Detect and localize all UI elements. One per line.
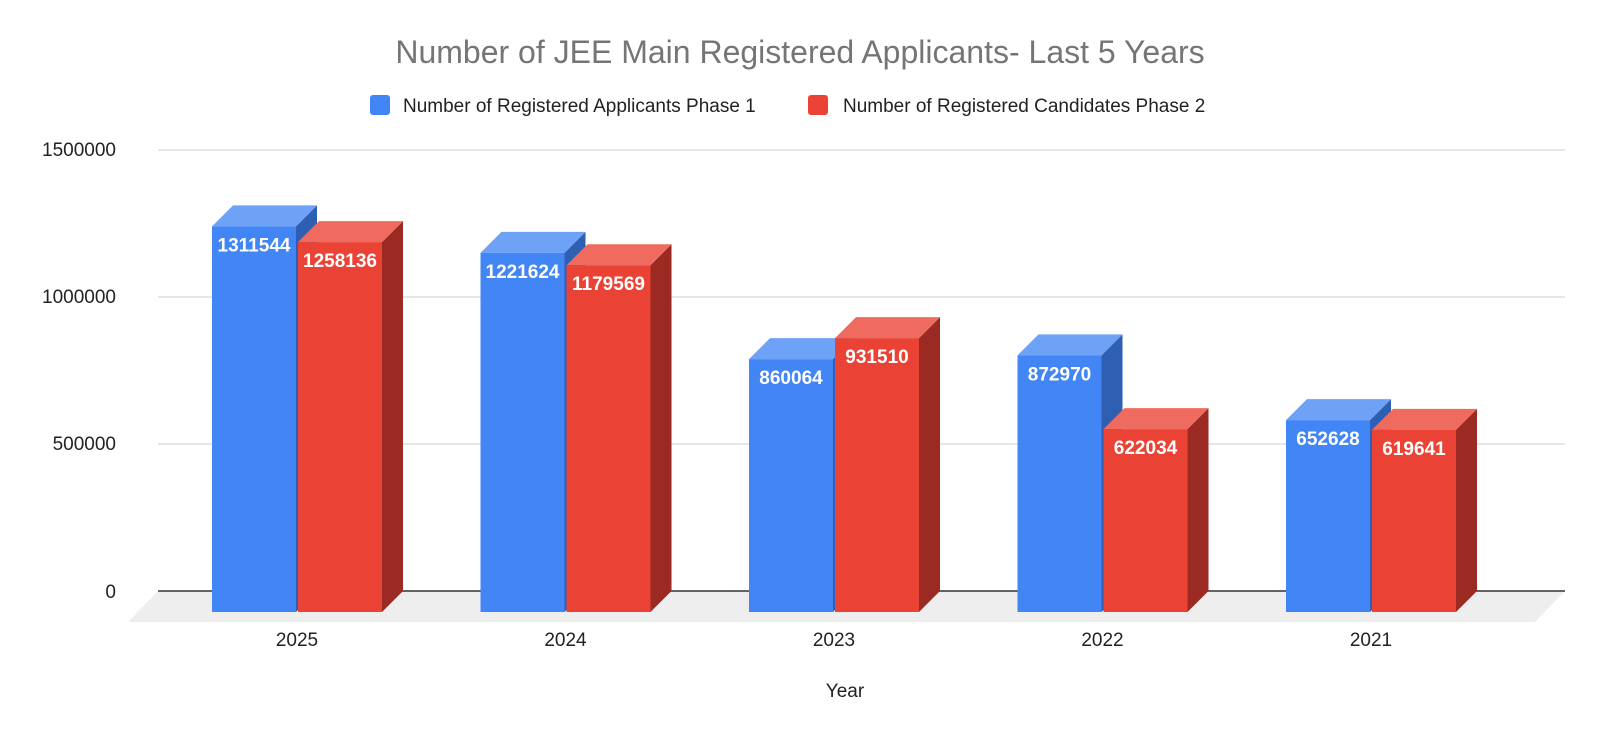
bar-data-label: 619641 [1382, 439, 1446, 460]
bar-front [749, 359, 833, 612]
legend-label-phase-2: Number of Registered Candidates Phase 2 [843, 96, 1205, 117]
bar-side [1187, 408, 1209, 612]
bar-top [835, 317, 940, 339]
bar: 619641 [1372, 408, 1477, 612]
x-category-label: 2022 [1081, 630, 1123, 651]
bar-data-label: 872970 [1028, 364, 1091, 385]
bar-data-label: 860064 [759, 368, 823, 389]
x-category-label: 2024 [544, 630, 587, 651]
bar-data-label: 1311544 [218, 235, 291, 256]
bar-front [1286, 420, 1370, 612]
bar-front [1103, 429, 1188, 612]
bar-data-label: 1258136 [303, 251, 377, 272]
legend: Number of Registered Applicants Phase 1 … [370, 95, 1205, 117]
bar-top [1286, 399, 1391, 421]
legend-label-phase-1: Number of Registered Applicants Phase 1 [403, 96, 756, 117]
bar: 931510 [835, 317, 940, 612]
bar-top [1017, 334, 1123, 356]
y-tick-label: 500000 [53, 434, 116, 455]
y-axis-ticks: 0 500000 1000000 1500000 [42, 140, 116, 603]
x-category-label: 2021 [1350, 630, 1392, 651]
legend-swatch-phase-1 [370, 95, 390, 115]
bar: 1258136 [298, 221, 403, 612]
legend-swatch-phase-2 [808, 95, 828, 115]
bar-front [1017, 355, 1102, 612]
x-axis-categories: 2025 2024 2023 2022 2021 [276, 630, 1392, 651]
bar-front [212, 226, 296, 612]
bar-top [480, 231, 586, 253]
bar-front [298, 242, 382, 612]
bar-front [566, 265, 651, 612]
bar-top [566, 244, 672, 266]
x-axis-title: Year [826, 681, 865, 702]
bar-data-label: 652628 [1296, 429, 1359, 450]
bar-front [1372, 429, 1456, 612]
bar-top [1372, 408, 1477, 430]
bar-data-label: 622034 [1114, 438, 1178, 459]
bar-side [650, 244, 672, 612]
y-tick-label: 0 [105, 582, 116, 603]
bar-front [835, 338, 919, 612]
x-category-label: 2023 [813, 630, 855, 651]
bar-side [919, 317, 940, 612]
bar-top [1103, 408, 1209, 430]
bar: 622034 [1103, 408, 1209, 612]
bar-data-label: 1179569 [572, 274, 645, 295]
bar-front [480, 252, 565, 613]
bar: 1179569 [566, 244, 672, 612]
y-tick-label: 1500000 [42, 140, 116, 161]
bar-data-label: 931510 [845, 347, 908, 368]
bars: 1311544 1258136 1221624 1179569 860064 931510… [212, 205, 1477, 613]
x-category-label: 2025 [276, 630, 318, 651]
bar-data-label: 1221624 [486, 262, 560, 283]
y-tick-label: 1000000 [42, 287, 116, 308]
bar-side [382, 221, 403, 612]
chart-title: Number of JEE Main Registered Applicants… [395, 34, 1204, 70]
bar-top [749, 338, 854, 360]
bar-top [212, 205, 317, 227]
bar-side [1456, 408, 1477, 612]
bar-top [298, 221, 403, 243]
